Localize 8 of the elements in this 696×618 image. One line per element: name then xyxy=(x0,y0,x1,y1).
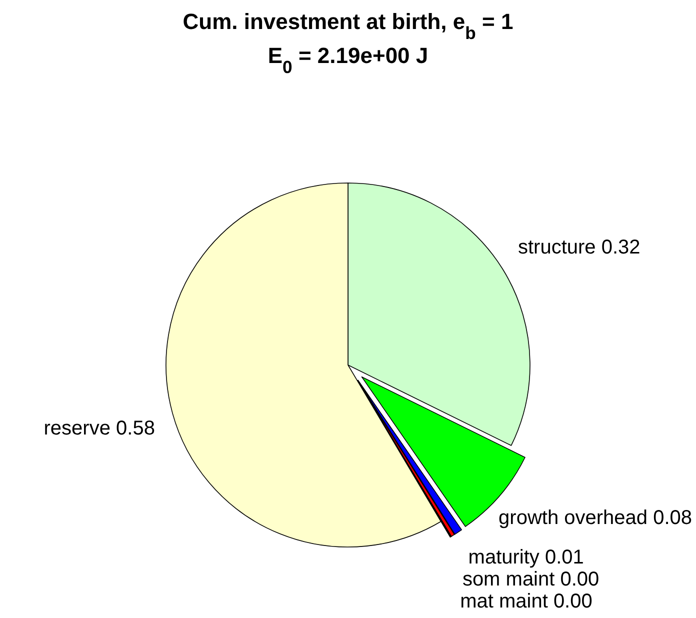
slice-label: growth overhead 0.08 xyxy=(498,507,692,530)
slice-label: structure 0.32 xyxy=(518,236,640,259)
chart-title: Cum. investment at birth, e$_{b}$ = 1 xyxy=(182,9,514,43)
chart-subtitle: E$_{0}$ = 2.19e+00 J xyxy=(268,43,428,77)
slice-label: maturity 0.01 xyxy=(468,546,584,569)
slice-label: som maint 0.00 xyxy=(462,568,600,591)
slice-label: reserve 0.58 xyxy=(44,417,155,440)
slice-label: mat maint 0.00 xyxy=(460,590,592,613)
